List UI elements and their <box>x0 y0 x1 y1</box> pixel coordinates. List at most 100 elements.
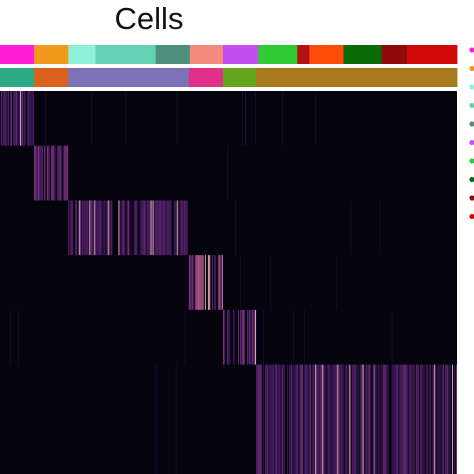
expression-column-block-3 <box>142 200 144 256</box>
expression-column-block-6 <box>385 364 387 474</box>
expression-column-block-1 <box>14 91 15 146</box>
expression-column-block-6 <box>348 364 350 474</box>
expression-column-block-5 <box>223 309 225 365</box>
expression-column-block-6 <box>449 364 451 474</box>
expression-column-block-6 <box>336 364 338 474</box>
legend-markers <box>469 47 474 220</box>
expression-column-block-3 <box>70 200 72 256</box>
expression-column-block-3 <box>168 200 170 256</box>
expression-column-block-5 <box>249 309 250 365</box>
cell-type-segment-7 <box>222 45 259 64</box>
expression-column-block-4 <box>192 255 194 310</box>
background-expression-column <box>379 200 381 256</box>
expression-column-block-2 <box>57 145 59 201</box>
expression-column-block-6 <box>387 364 389 474</box>
expression-column-block-4 <box>190 255 192 310</box>
background-expression-column <box>235 200 236 256</box>
expression-column-block-5 <box>240 309 241 365</box>
background-expression-column <box>230 309 231 365</box>
expression-column-block-6 <box>310 364 312 474</box>
expression-column-block-3 <box>180 200 182 256</box>
background-expression-column <box>240 255 241 310</box>
expression-column-block-3 <box>136 200 138 256</box>
expression-column-block-6 <box>360 364 362 474</box>
expression-column-block-4 <box>217 255 219 310</box>
expression-column-block-6 <box>386 364 388 474</box>
expression-column-block-6 <box>322 364 324 474</box>
expression-column-block-2 <box>54 145 56 201</box>
expression-column-block-3 <box>122 200 124 256</box>
expression-column-block-6 <box>334 364 336 474</box>
expression-column-block-3 <box>68 200 70 256</box>
expression-column-block-3 <box>150 200 152 256</box>
expression-column-block-3 <box>166 200 168 256</box>
expression-column-block-3 <box>76 200 78 256</box>
expression-column-block-4 <box>188 255 190 310</box>
expression-column-block-6 <box>268 364 270 474</box>
expression-column-block-3 <box>164 200 166 256</box>
expression-column-block-6 <box>261 364 262 474</box>
background-expression-column <box>154 364 156 474</box>
expression-column-block-1 <box>19 91 20 146</box>
expression-column-block-3 <box>119 200 121 256</box>
expression-column-block-6 <box>423 364 425 474</box>
expression-column-block-5 <box>242 309 243 365</box>
cluster-segment-1 <box>0 68 35 87</box>
expression-column-block-5 <box>234 309 235 365</box>
expression-column-block-4 <box>211 255 213 310</box>
background-expression-column <box>256 309 257 365</box>
expression-column-block-6 <box>315 364 317 474</box>
expression-column-block-6 <box>269 364 271 474</box>
expression-column-block-6 <box>335 364 337 474</box>
expression-column-block-1 <box>2 91 3 146</box>
expression-column-block-3 <box>135 200 137 256</box>
background-expression-column <box>91 91 93 146</box>
background-expression-column <box>315 91 317 146</box>
expression-column-block-1 <box>7 91 8 146</box>
expression-column-block-6 <box>444 364 446 474</box>
expression-column-block-3 <box>140 200 142 256</box>
cell-type-segment-12 <box>381 45 408 64</box>
expression-column-block-6 <box>277 364 279 474</box>
expression-column-block-6 <box>306 364 308 474</box>
cell-type-segment-11 <box>343 45 383 64</box>
expression-column-block-1 <box>29 91 30 146</box>
expression-column-block-5 <box>222 309 224 365</box>
cell-type-segment-8 <box>258 45 298 64</box>
expression-column-block-6 <box>279 364 281 474</box>
expression-column-block-2 <box>67 145 69 201</box>
expression-column-block-1 <box>24 91 25 146</box>
expression-column-block-6 <box>361 364 363 474</box>
legend-marker-2 <box>469 65 474 72</box>
expression-column-block-6 <box>284 364 286 474</box>
expression-column-block-4 <box>221 255 223 310</box>
expression-column-block-3 <box>110 200 112 256</box>
expression-column-block-6 <box>281 364 283 474</box>
expression-column-block-3 <box>153 200 155 256</box>
expression-column-block-6 <box>345 364 347 474</box>
expression-column-block-3 <box>139 200 141 256</box>
expression-column-block-6 <box>278 364 280 474</box>
expression-column-block-4 <box>200 255 202 310</box>
cell-type-annotation-bar <box>0 45 458 64</box>
expression-column-block-6 <box>299 364 301 474</box>
expression-column-block-6 <box>395 364 397 474</box>
expression-column-block-3 <box>81 200 83 256</box>
expression-column-block-3 <box>174 200 176 256</box>
expression-column-block-5 <box>226 309 228 365</box>
expression-column-block-3 <box>144 200 146 256</box>
expression-column-block-6 <box>377 364 379 474</box>
expression-column-block-6 <box>312 364 314 474</box>
expression-column-block-6 <box>412 364 414 474</box>
expression-column-block-6 <box>433 364 435 474</box>
expression-column-block-4 <box>189 255 191 310</box>
background-expression-column <box>255 91 256 146</box>
expression-column-block-6 <box>355 364 357 474</box>
expression-column-block-3 <box>165 200 167 256</box>
expression-column-block-6 <box>263 364 264 474</box>
expression-column-block-3 <box>149 200 151 256</box>
expression-column-block-3 <box>101 200 103 256</box>
background-expression-column <box>156 364 158 474</box>
expression-column-block-6 <box>362 364 364 474</box>
expression-column-block-3 <box>183 200 185 256</box>
